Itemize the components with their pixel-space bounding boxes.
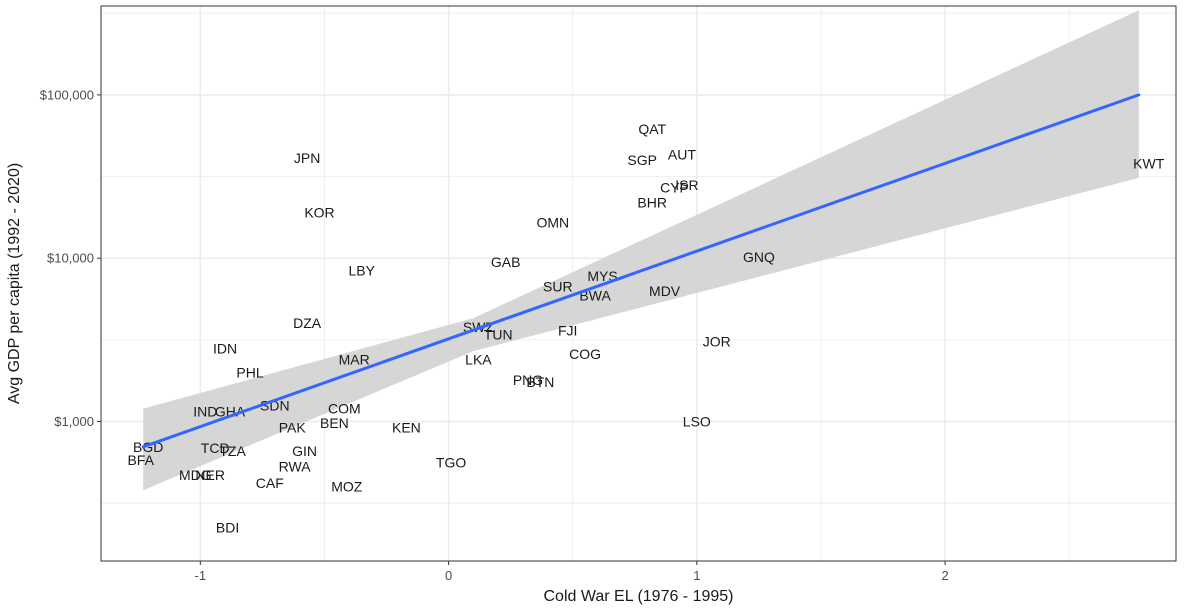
point-label-kor: KOR	[304, 205, 334, 221]
point-label-isr: ISR	[675, 177, 698, 193]
point-label-dza: DZA	[293, 315, 322, 331]
point-label-tza: TZA	[219, 443, 246, 459]
confidence-ribbon	[143, 10, 1139, 491]
trend-line	[141, 93, 1141, 449]
y-tick-label: $10,000	[47, 251, 94, 266]
point-label-bdi: BDI	[216, 519, 239, 535]
point-label-ben: BEN	[320, 415, 349, 431]
point-label-lka: LKA	[465, 351, 492, 367]
point-label-sgp: SGP	[627, 152, 657, 168]
point-label-ken: KEN	[392, 419, 421, 435]
panel-border	[100, 5, 1177, 562]
point-label-jpn: JPN	[294, 150, 320, 166]
y-axis-title: Avg GDP per capita (1992 - 2020)	[6, 163, 23, 404]
point-label-kwt: KWT	[1133, 156, 1165, 172]
point-label-rwa: RWA	[279, 459, 312, 475]
y-tick-label: $1,000	[54, 414, 94, 429]
point-label-mdv: MDV	[649, 283, 681, 299]
x-tick-label: 1	[693, 568, 700, 583]
point-label-aut: AUT	[668, 147, 696, 163]
point-label-gha: GHA	[215, 404, 246, 420]
point-label-caf: CAF	[256, 475, 284, 491]
point-label-phl: PHL	[236, 364, 263, 380]
point-label-mdg: MDG	[179, 467, 212, 483]
point-label-mys: MYS	[587, 268, 617, 284]
point-label-gin: GIN	[292, 443, 317, 459]
x-tick-label: 0	[445, 568, 452, 583]
point-label-tgo: TGO	[436, 455, 466, 471]
point-label-pak: PAK	[279, 419, 307, 435]
point-label-jor: JOR	[703, 333, 731, 349]
point-label-cyp: CYP	[660, 180, 689, 196]
x-tick-label: 2	[941, 568, 948, 583]
y-tick-label: $100,000	[40, 87, 94, 102]
point-label-idn: IDN	[213, 341, 237, 357]
point-label-ner: NER	[195, 467, 225, 483]
point-label-gab: GAB	[491, 254, 521, 270]
point-label-png: PNG	[513, 372, 543, 388]
point-label-lby: LBY	[348, 263, 375, 279]
point-label-mar: MAR	[339, 351, 370, 367]
point-label-fji: FJI	[558, 323, 577, 339]
x-tick-label: -1	[195, 568, 207, 583]
point-label-bwa: BWA	[579, 288, 611, 304]
point-label-btn: BTN	[526, 374, 554, 390]
point-label-bhr: BHR	[637, 194, 667, 210]
point-label-tun: TUN	[484, 327, 513, 343]
point-label-tcd: TCD	[201, 440, 230, 456]
point-label-omn: OMN	[536, 215, 569, 231]
point-label-com: COM	[328, 401, 361, 417]
point-label-gnq: GNQ	[743, 249, 775, 265]
point-label-moz: MOZ	[331, 479, 363, 495]
point-label-sur: SUR	[543, 279, 573, 295]
point-label-bfa: BFA	[127, 452, 154, 468]
point-label-lso: LSO	[683, 414, 711, 430]
point-label-cog: COG	[569, 346, 601, 362]
point-label-qat: QAT	[638, 121, 666, 137]
point-label-ind: IND	[193, 404, 217, 420]
x-axis-title: Cold War EL (1976 - 1995)	[543, 588, 733, 605]
